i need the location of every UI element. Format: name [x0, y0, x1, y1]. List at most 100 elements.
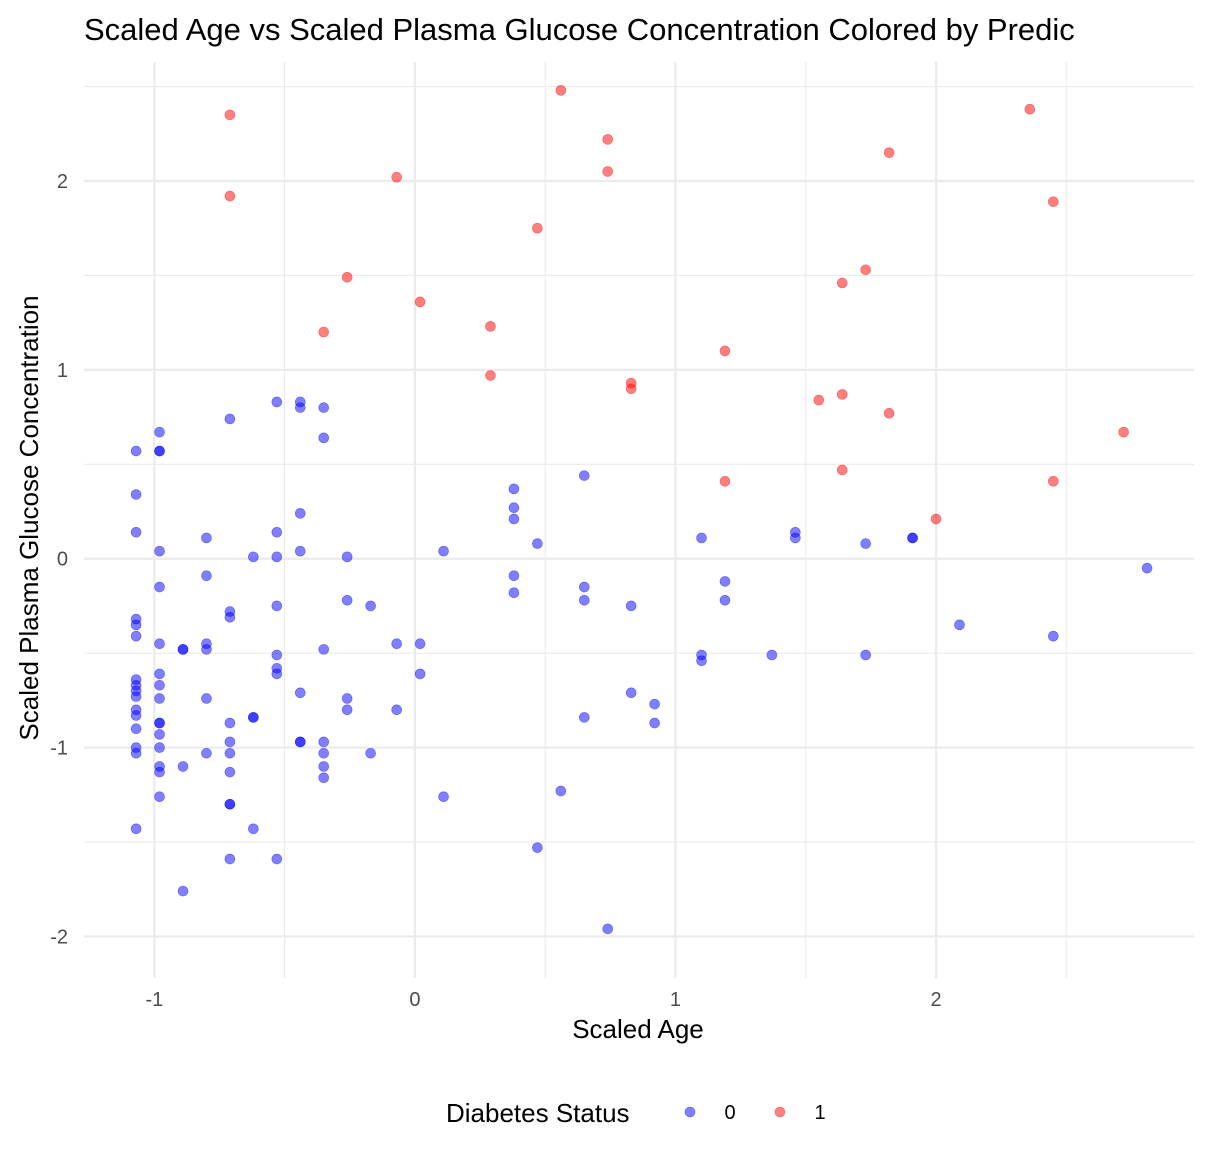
data-point-series-1	[602, 166, 614, 177]
y-axis-title: Scaled Plasma Glucose Concentration	[14, 295, 44, 740]
data-point-series-1	[485, 321, 496, 332]
data-point-series-1	[836, 464, 848, 476]
data-point-series-0	[224, 853, 236, 865]
x-axis-ticks: -1 0 1 2	[145, 989, 941, 1011]
data-point-series-0	[696, 532, 707, 544]
data-point-series-0	[271, 600, 283, 612]
data-point-series-1	[930, 513, 942, 525]
x-tick-label: 2	[930, 989, 941, 1011]
data-point-series-0	[438, 545, 449, 557]
y-tick-label: 2	[57, 171, 68, 193]
data-point-series-1	[860, 264, 871, 276]
data-point-series-0	[954, 619, 965, 631]
data-point-series-1	[532, 222, 543, 234]
data-point-series-1	[883, 407, 895, 419]
data-point-series-0	[154, 791, 165, 802]
data-point-series-1	[391, 171, 402, 183]
data-point-series-0	[201, 693, 212, 704]
data-point-series-0	[649, 698, 660, 710]
data-point-series-0	[201, 532, 212, 544]
data-point-series-0	[271, 853, 283, 865]
data-point-series-0	[130, 619, 142, 631]
data-point-series-0	[318, 736, 330, 748]
data-point-series-1	[1047, 196, 1059, 208]
data-point-series-0	[341, 594, 353, 606]
data-point-series-0	[532, 842, 543, 853]
y-axis-ticks: -2 -1 0 1 2	[50, 171, 68, 948]
data-point-series-0	[154, 426, 165, 438]
data-point-series-1	[318, 326, 330, 338]
data-point-series-0	[318, 747, 330, 759]
data-point-series-0	[248, 712, 259, 723]
data-point-series-0	[154, 668, 165, 680]
data-point-series-0	[130, 489, 142, 500]
data-point-series-0	[294, 736, 306, 748]
data-point-series-0	[860, 649, 871, 661]
data-point-series-0	[341, 704, 353, 716]
data-point-series-0	[365, 747, 376, 759]
data-point-series-0	[318, 772, 330, 784]
data-point-series-1	[883, 147, 895, 158]
data-point-series-0	[224, 717, 236, 729]
data-point-series-0	[438, 791, 449, 802]
data-point-series-0	[766, 649, 778, 661]
data-point-series-0	[294, 402, 306, 413]
data-point-series-0	[365, 600, 376, 612]
data-point-series-0	[154, 679, 165, 691]
data-point-series-0	[154, 766, 165, 778]
data-point-series-0	[508, 483, 520, 495]
data-point-series-0	[1047, 630, 1059, 642]
data-point-series-0	[224, 747, 236, 759]
data-point-series-0	[294, 545, 306, 557]
data-point-series-0	[224, 798, 236, 810]
data-point-series-0	[719, 576, 731, 587]
data-point-series-1	[1047, 475, 1059, 487]
data-point-series-1	[341, 272, 353, 283]
data-point-series-0	[177, 761, 189, 772]
data-point-series-0	[696, 655, 707, 667]
data-point-series-0	[294, 508, 306, 519]
x-tick-label: -1	[145, 989, 163, 1011]
data-point-series-0	[271, 551, 283, 563]
data-point-series-0	[414, 668, 426, 680]
data-point-series-0	[201, 747, 212, 759]
legend-key-0	[684, 1106, 696, 1118]
x-axis-title: Scaled Age	[572, 1014, 704, 1044]
data-point-series-0	[224, 611, 236, 623]
data-point-series-0	[508, 587, 520, 599]
data-point-series-1	[1118, 426, 1129, 438]
data-point-series-0	[271, 396, 283, 408]
data-point-series-0	[130, 630, 142, 642]
data-point-series-0	[224, 736, 236, 748]
data-point-series-0	[154, 717, 165, 729]
data-point-series-0	[130, 710, 142, 721]
data-point-series-1	[224, 190, 236, 202]
data-point-series-1	[555, 85, 567, 96]
data-point-series-0	[130, 823, 142, 835]
data-point-series-0	[318, 432, 330, 444]
y-tick-label: -2	[50, 926, 68, 948]
data-points	[130, 85, 1153, 935]
data-point-series-0	[318, 761, 330, 772]
data-point-series-0	[532, 538, 543, 549]
x-tick-label: 0	[409, 989, 420, 1011]
data-point-series-0	[508, 502, 520, 514]
data-point-series-0	[154, 742, 165, 753]
y-tick-label: -1	[50, 738, 68, 760]
legend-key-1	[774, 1106, 786, 1118]
data-point-series-0	[318, 644, 330, 655]
data-point-series-0	[201, 570, 212, 582]
data-point-series-1	[719, 475, 731, 487]
data-point-series-0	[391, 704, 402, 716]
grid-lines	[84, 62, 1194, 978]
data-point-series-0	[130, 526, 142, 538]
data-point-series-0	[907, 532, 918, 544]
chart-title: Scaled Age vs Scaled Plasma Glucose Conc…	[84, 12, 1075, 47]
data-point-series-0	[294, 687, 306, 699]
data-point-series-0	[248, 823, 259, 835]
legend-label-1: 1	[814, 1102, 825, 1124]
data-point-series-0	[154, 729, 165, 740]
